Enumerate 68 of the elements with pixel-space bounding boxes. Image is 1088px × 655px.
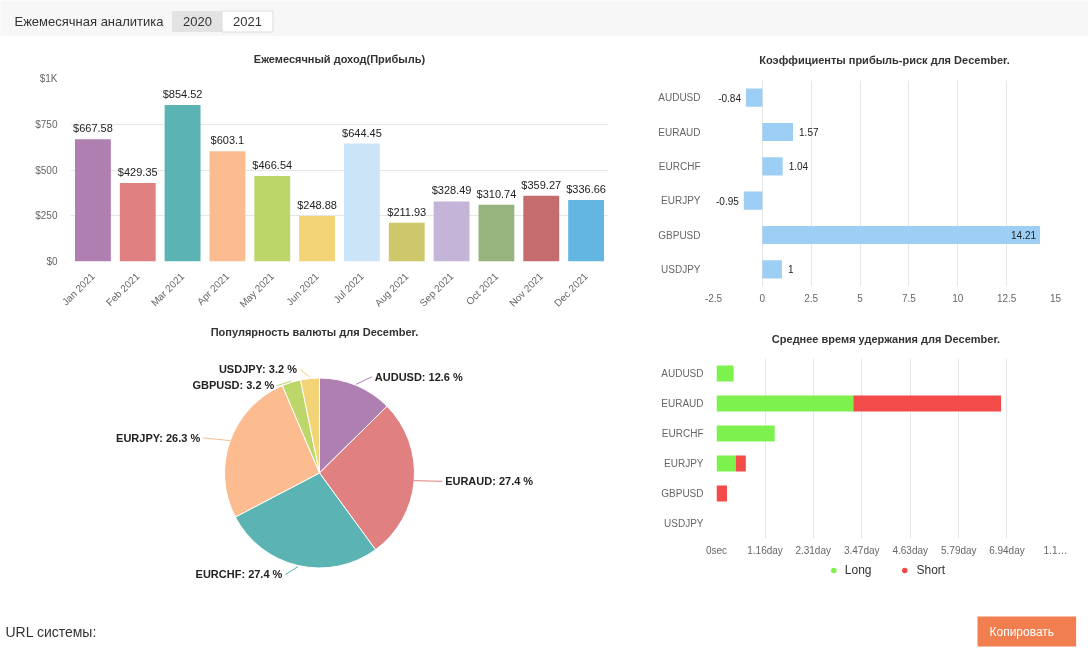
y-tick-label: EURAUD: [658, 126, 701, 138]
x-tick-label: 3.47day: [843, 544, 880, 556]
data-label: USDJPY: 3.2 %: [218, 363, 298, 376]
data-label: $310.74: [476, 187, 517, 200]
data-label: EURJPY: 26.3 %: [116, 431, 201, 444]
y-tick-label: $0: [46, 256, 58, 267]
chart-title: Коэффициенты прибыль-риск для December.: [759, 53, 1010, 66]
data-label: -0.95: [716, 195, 740, 207]
text: Long: [844, 563, 872, 577]
data-label: GBPUSD: 3.2 %: [192, 379, 275, 392]
data-label: $211.93: [387, 205, 427, 218]
x-tick-label: 0sec: [705, 544, 728, 556]
y-tick-label: USDJPY: [664, 518, 704, 529]
x-tick-label: 10: [952, 292, 964, 304]
x-tick-label: -2.5: [704, 292, 723, 304]
text: Ежемесячная аналитика: [14, 14, 165, 29]
data-label: 1.57: [799, 127, 819, 138]
text: 2020: [183, 14, 212, 29]
y-tick-label: EURCHF: [661, 428, 704, 439]
y-tick-label: $750: [35, 118, 58, 130]
y-tick-label: EURJPY: [661, 195, 701, 207]
y-tick-label: EURCHF: [658, 160, 701, 172]
data-label: $429.35: [117, 165, 158, 178]
x-tick-label: 2.31day: [795, 544, 831, 556]
y-tick-label: USDJPY: [661, 263, 701, 275]
y-tick-label: $1K: [39, 73, 58, 84]
y-tick-label: GBPUSD: [661, 488, 704, 499]
x-tick-label: 5.79day: [941, 544, 977, 556]
x-tick-label: 5: [857, 292, 864, 304]
text: Копировать: [989, 624, 1055, 639]
chart-title: Популярность валюты для December.: [210, 326, 419, 338]
text: URL системы:: [5, 623, 97, 640]
data-label: 1: [787, 264, 794, 276]
text: Short: [916, 563, 946, 577]
x-tick-label: 1.1…: [1043, 544, 1068, 556]
data-label: $336.66: [566, 182, 606, 195]
data-label: $667.58: [73, 122, 113, 135]
x-tick-label: 7.5: [901, 292, 917, 304]
y-tick-label: EURAUD: [661, 398, 704, 409]
x-tick-label: 1.16day: [747, 544, 783, 556]
x-tick-label: 4.63day: [892, 544, 929, 556]
data-label: $644.45: [342, 126, 382, 139]
data-label: $854.52: [162, 88, 203, 101]
data-label: $359.27: [521, 178, 562, 191]
data-label: EURAUD: 27.4 %: [445, 475, 534, 488]
x-tick-label: 0: [759, 292, 766, 304]
data-label: $248.88: [297, 198, 337, 211]
data-label: 1.04: [788, 161, 809, 173]
y-tick-label: GBPUSD: [658, 229, 701, 241]
data-label: EURCHF: 27.4 %: [195, 568, 283, 581]
data-label: 14.21: [1011, 230, 1037, 241]
data-label: $328.49: [431, 184, 472, 197]
data-label: $466.54: [252, 159, 293, 172]
data-label: AUDUSD: 12.6 %: [374, 370, 464, 383]
y-tick-label: EURJPY: [664, 458, 704, 469]
x-tick-label: 12.5: [996, 292, 1017, 304]
data-label: $603.1: [210, 134, 245, 147]
text: 2021: [233, 14, 262, 29]
x-tick-label: 2.5: [804, 292, 819, 304]
x-tick-label: 15: [1049, 292, 1062, 304]
chart-title: Среднее время удержания для December.: [771, 333, 1001, 345]
chart-title: Ежемесячный доход(Прибыль): [253, 52, 426, 65]
y-tick-label: $500: [35, 164, 58, 176]
y-tick-label: $250: [35, 210, 58, 222]
data-label: -0.84: [718, 92, 742, 104]
y-tick-label: AUDUSD: [658, 92, 701, 104]
x-tick-label: 6.94day: [989, 544, 1025, 556]
y-tick-label: AUDUSD: [661, 368, 704, 379]
